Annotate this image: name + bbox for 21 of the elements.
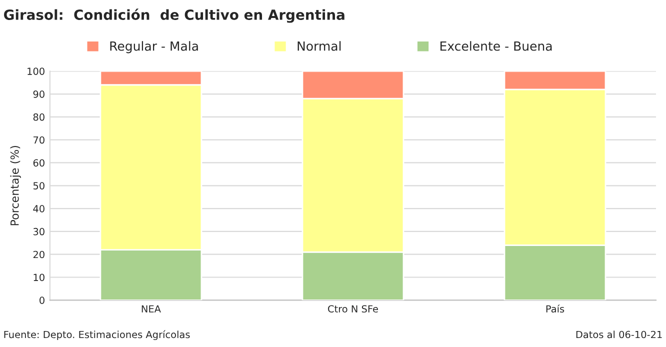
y-tick-label: 30 bbox=[33, 228, 44, 236]
y-tick-label: 20 bbox=[33, 250, 44, 258]
x-tick-label: Ctro N SFe bbox=[328, 305, 378, 313]
source-note: Fuente: Depto. Estimaciones Agrícolas bbox=[4, 330, 190, 340]
legend-label: Normal bbox=[298, 41, 341, 51]
chart-title: Girasol: Condición de Cultivo en Argentina bbox=[4, 8, 344, 23]
y-tick-label: 80 bbox=[33, 113, 44, 121]
y-tick-label: 60 bbox=[33, 159, 44, 167]
y-tick-label: 100 bbox=[28, 68, 44, 75]
x-tick-label: País bbox=[546, 304, 564, 313]
x-tick-label: NEA bbox=[142, 305, 161, 312]
y-axis-title: Porcentaje (%) bbox=[10, 146, 21, 226]
y-tick-label: 0 bbox=[40, 296, 44, 304]
text: Datos al 06-10-21 bbox=[576, 330, 662, 338]
y-tick-label: 50 bbox=[33, 182, 44, 190]
legend-label: Regular - Mala bbox=[110, 41, 198, 54]
y-tick-label: 40 bbox=[33, 205, 44, 212]
legend-label: Excelente - Buena bbox=[440, 41, 552, 51]
y-tick-label: 10 bbox=[34, 274, 44, 282]
y-tick-label: 70 bbox=[34, 136, 44, 144]
y-tick-label: 90 bbox=[33, 90, 44, 98]
